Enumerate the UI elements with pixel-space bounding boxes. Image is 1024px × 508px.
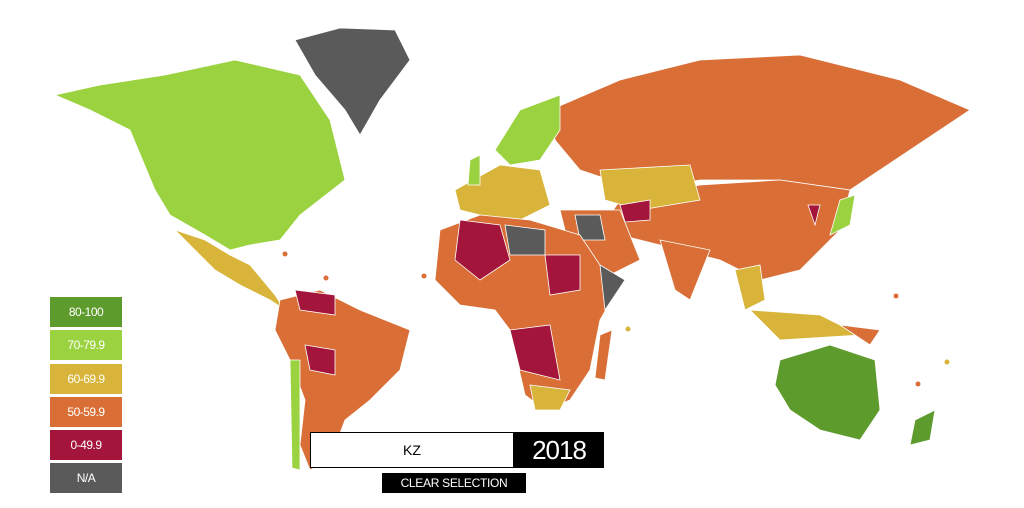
country[interactable] [549,54,971,191]
country[interactable] [529,384,571,411]
country[interactable] [574,214,606,241]
country[interactable] [839,324,881,346]
island[interactable] [421,273,427,279]
country[interactable] [53,59,346,251]
country[interactable] [774,344,881,441]
country[interactable] [304,344,336,376]
country[interactable] [909,409,936,446]
clear-selection-button[interactable]: CLEAR SELECTION [382,473,526,493]
country[interactable] [289,359,301,471]
island[interactable] [915,381,921,387]
country[interactable] [734,264,766,311]
country[interactable] [659,239,711,301]
island[interactable] [944,359,950,365]
country[interactable] [454,219,511,281]
country[interactable] [594,329,613,381]
country[interactable] [494,94,561,166]
country[interactable] [294,27,411,136]
country[interactable] [599,264,626,312]
island[interactable] [282,251,288,257]
island[interactable] [625,326,631,332]
country[interactable] [509,324,561,381]
country[interactable] [829,194,856,236]
search-box[interactable]: KZ [310,432,514,468]
country[interactable] [504,224,546,256]
country[interactable] [467,154,481,186]
legend-item[interactable]: 0-49.9 [50,430,122,461]
country[interactable] [599,164,701,211]
legend-item[interactable]: 50-59.9 [50,396,122,427]
island[interactable] [893,293,899,299]
legend-item[interactable]: 60-69.9 [50,363,122,394]
year-display: 2018 [514,432,604,468]
legend-item[interactable]: N/A [50,463,122,494]
legend: 80-100 70-79.9 60-69.9 50-59.9 0-49.9 N/A [50,297,122,497]
island[interactable] [323,275,329,281]
country[interactable] [619,199,651,223]
country[interactable] [294,289,336,316]
country[interactable] [544,254,581,296]
legend-item[interactable]: 70-79.9 [50,330,122,361]
country[interactable] [748,309,862,341]
legend-item[interactable]: 80-100 [50,297,122,327]
country[interactable] [807,204,821,227]
